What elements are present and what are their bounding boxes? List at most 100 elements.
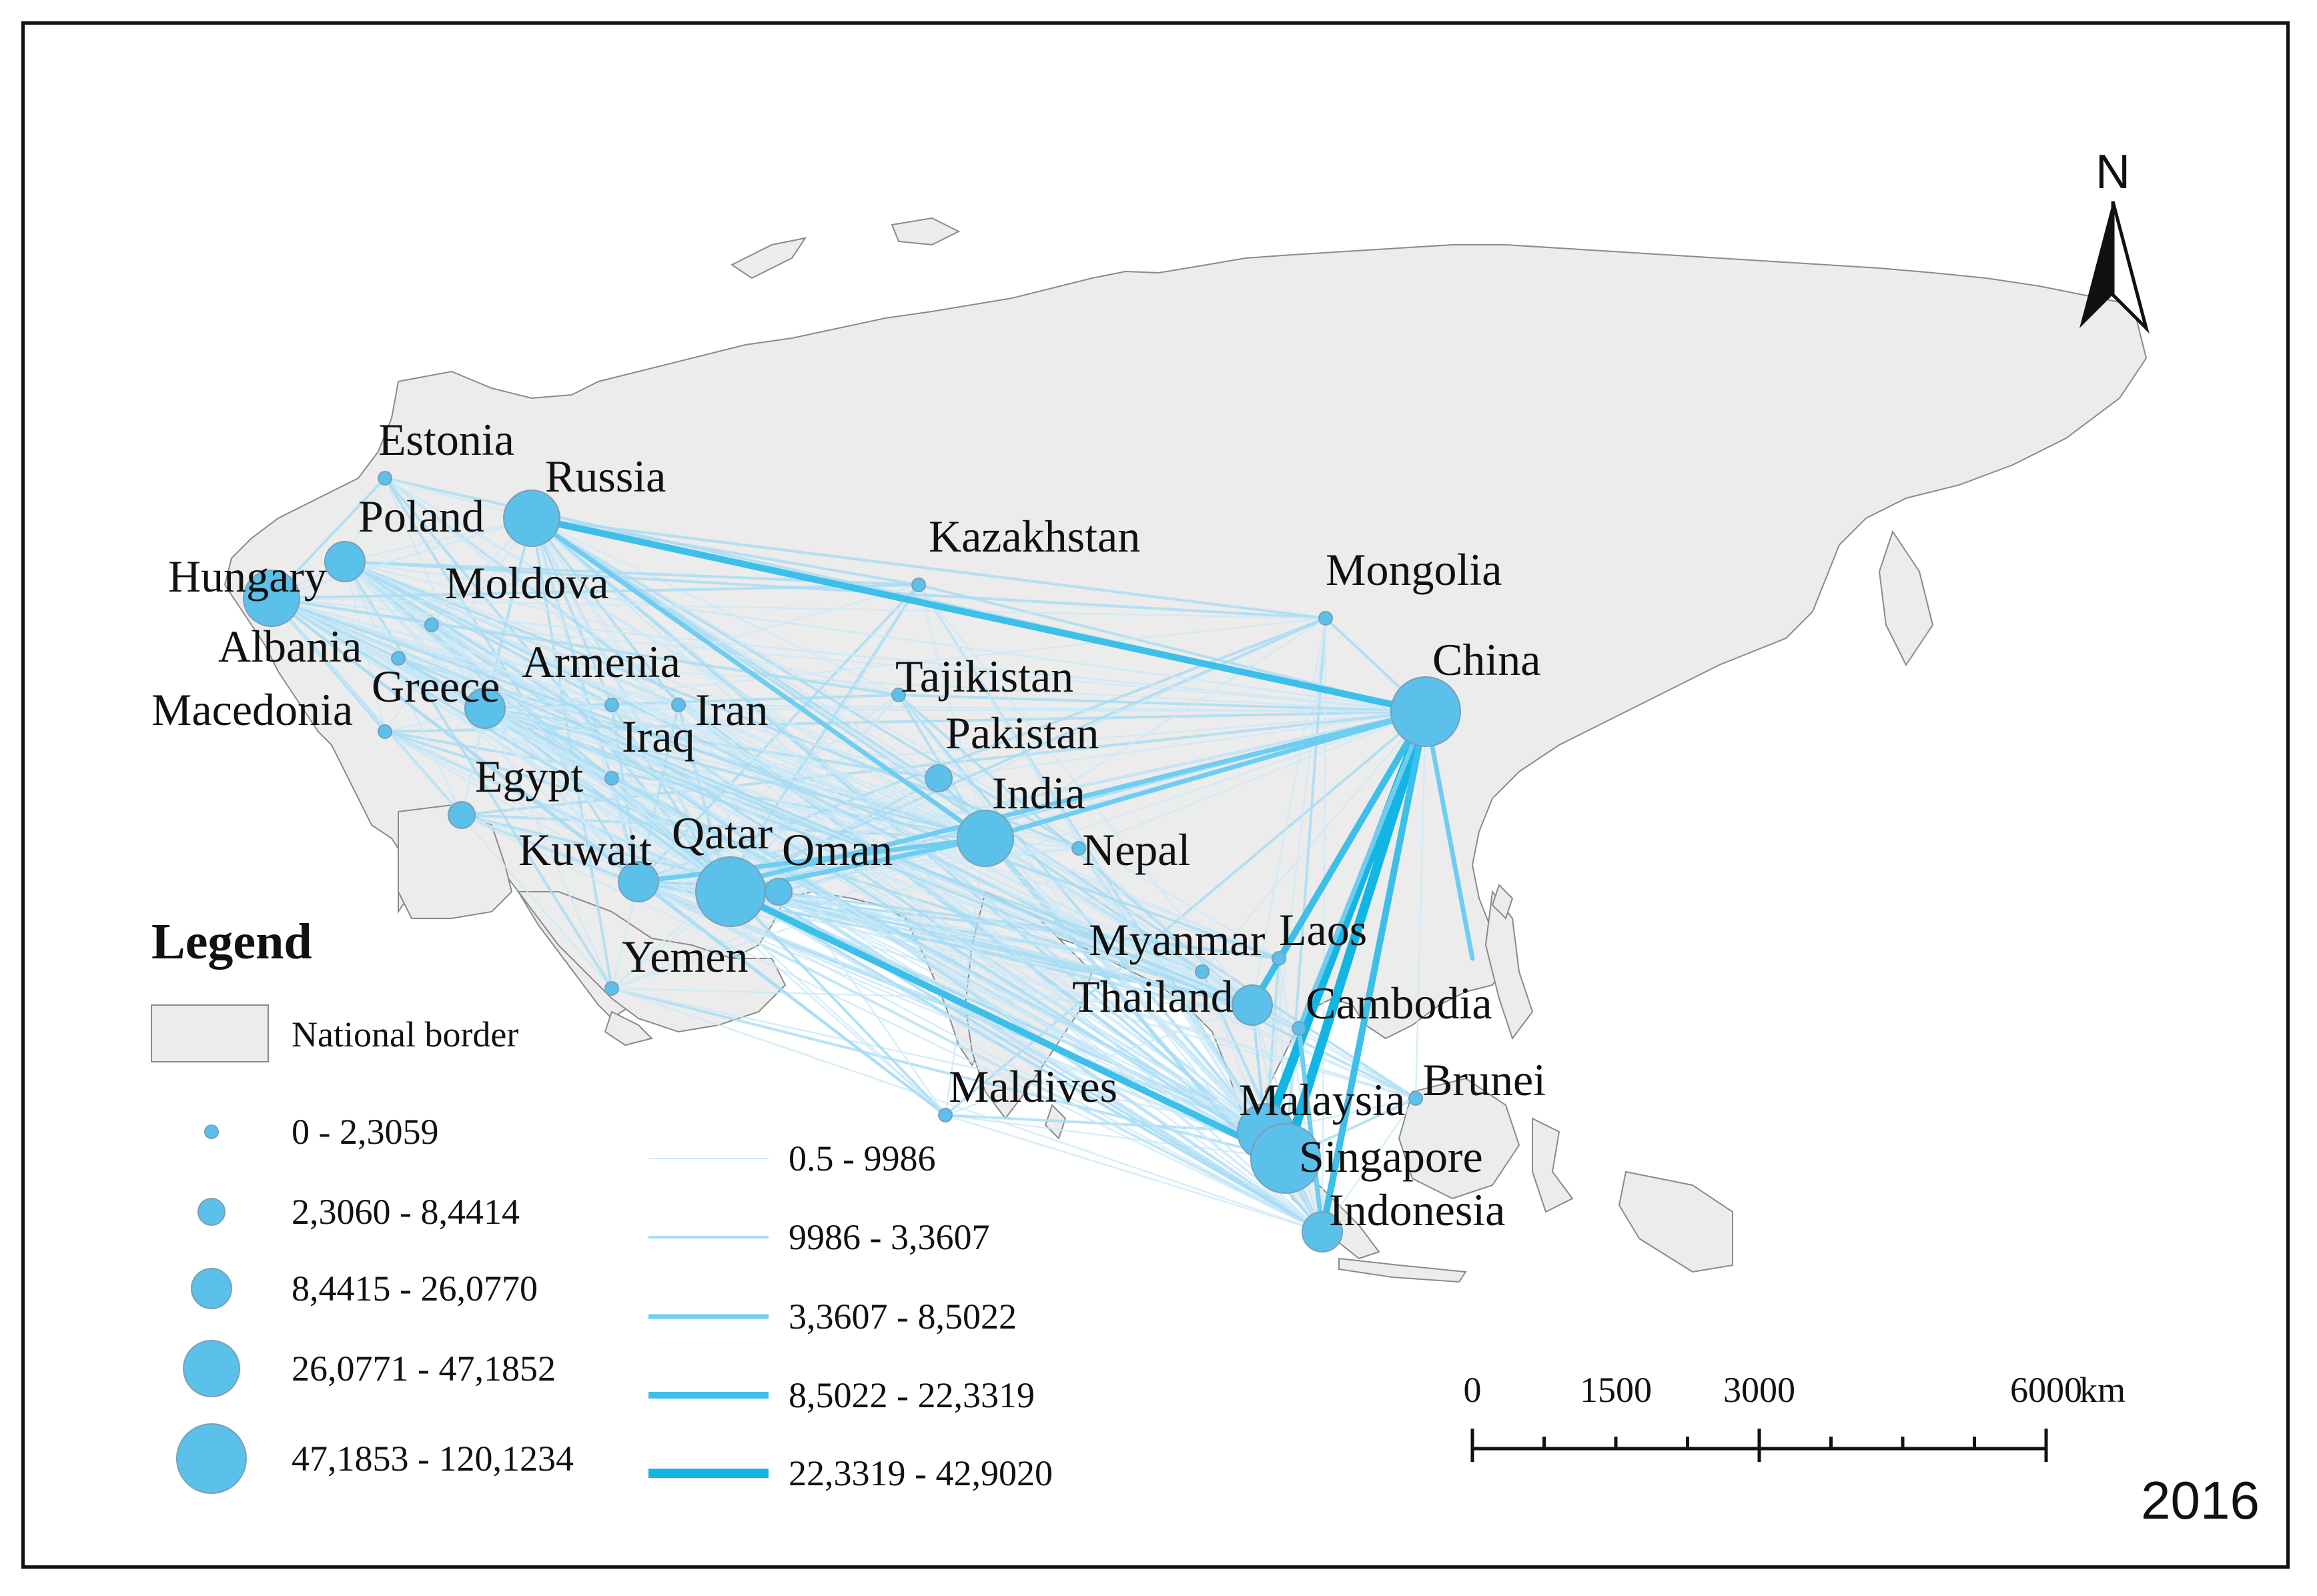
north-arrow: N	[2079, 145, 2150, 334]
link-russia-armenia	[530, 518, 613, 706]
link-china-nepal	[1078, 710, 1426, 850]
legend-link-label-2: 9986 - 3,3607	[789, 1217, 989, 1257]
legend-link-label-4: 8,5022 - 22,3319	[789, 1375, 1035, 1415]
link-indonesia-brunei	[1321, 1098, 1417, 1233]
link-poland-yemen	[344, 560, 613, 990]
label-cambodia: Cambodia	[1306, 978, 1492, 1028]
link-hungary-brunei	[271, 597, 1416, 1100]
horn-of-africa	[604, 1010, 653, 1046]
link-china-brunei	[1414, 711, 1427, 1099]
label-iran: Iran	[695, 684, 768, 735]
link-singapore-egypt	[461, 814, 1286, 1160]
label-mongolia: Mongolia	[1326, 544, 1502, 595]
legend-border-label: National border	[292, 1014, 518, 1054]
legend: Legend National border 0 - 2,3059 2,3060 …	[151, 914, 1053, 1494]
link-qatar-thailand	[725, 884, 1253, 1006]
label-yemen: Yemen	[622, 931, 749, 982]
link-poland-armenia	[344, 560, 612, 706]
node-tajikistan	[891, 688, 906, 702]
node-uae	[695, 856, 766, 927]
scale-bar-label-0: 0	[1464, 1370, 1482, 1410]
legend-link-label-1: 0.5 - 9986	[789, 1138, 935, 1178]
legend-node-label-5: 47,1853 - 120,1234	[292, 1439, 574, 1479]
link-hungary-mongolia	[271, 597, 1326, 620]
label-moldova: Moldova	[445, 558, 609, 608]
link-thailand-mongolia	[1251, 618, 1327, 1006]
scale-bar-label-1500: 1500	[1580, 1370, 1652, 1410]
link-india-kazakhstan	[917, 584, 987, 839]
link-hungary-china	[271, 597, 1426, 713]
link-hungary-cambodia	[271, 597, 1300, 1030]
label-macedonia: Macedonia	[151, 684, 353, 735]
link-malaysia-laos	[1264, 958, 1280, 1132]
node-egypt	[448, 801, 476, 829]
label-qatar: Qatar	[672, 808, 773, 858]
label-layer: Estonia Russia Poland Kazakhstan Hungary Mold…	[151, 414, 1546, 1235]
taiwan	[1491, 884, 1514, 920]
node-pakistan	[925, 764, 953, 792]
arctic-islands	[891, 217, 961, 246]
label-russia: Russia	[545, 451, 666, 502]
link-china-vietnam	[1423, 709, 1475, 961]
link-qatar-maldives	[724, 884, 947, 1116]
link-thailand-india	[985, 837, 1253, 1006]
label-egypt: Egypt	[475, 751, 584, 802]
node-laos	[1272, 951, 1286, 966]
philippines	[1484, 890, 1534, 1040]
node-mongolia	[1318, 611, 1333, 626]
node-hungary	[243, 570, 300, 627]
novaya-zemlya	[731, 237, 807, 279]
node-thailand	[1232, 984, 1273, 1026]
link-china-pakistan	[938, 710, 1426, 780]
label-hungary: Hungary	[168, 551, 327, 602]
link-malaysia-maldives	[945, 1114, 1266, 1133]
arabia-landmass	[517, 891, 787, 1033]
node-china	[1390, 676, 1461, 747]
link-uae-singapore	[727, 888, 1289, 1162]
link-indonesia-egypt	[461, 814, 1323, 1233]
link-kuwait-egypt	[461, 814, 639, 883]
link-hungary-india	[271, 597, 986, 840]
link-kuwait-singapore	[638, 880, 1286, 1160]
link-qatar-cambodia	[725, 884, 1300, 1030]
link-indonesia-maldives	[945, 1114, 1323, 1233]
node-greece	[464, 688, 506, 729]
node-poland	[324, 541, 366, 582]
link-greece-tajikistan	[484, 694, 899, 710]
node-iraq	[604, 771, 619, 786]
node-indonesia	[1302, 1211, 1343, 1253]
link-kuwait-iran	[637, 704, 680, 882]
borneo	[1398, 1077, 1520, 1200]
label-armenia: Armenia	[522, 636, 680, 687]
link-thailand-maldives	[945, 1004, 1253, 1116]
link-hungary-yemen	[271, 598, 612, 989]
link-hungary-tajikistan	[271, 597, 899, 696]
sulawesi	[1532, 1117, 1574, 1213]
node-moldova	[424, 618, 439, 632]
year-label: 2016	[2141, 1471, 2260, 1530]
link-greece-singapore	[484, 707, 1286, 1160]
label-kazakhstan: Kazakhstan	[929, 511, 1140, 562]
link-china-albania	[398, 657, 1426, 713]
label-pakistan: Pakistan	[945, 708, 1099, 758]
link-china-indonesia	[1319, 708, 1429, 1235]
legend-title: Legend	[151, 914, 312, 970]
link-poland-nepal	[344, 560, 1079, 850]
node-kazakhstan	[911, 578, 926, 592]
legend-node-label-1: 0 - 2,3059	[292, 1112, 438, 1152]
label-maldives: Maldives	[949, 1061, 1117, 1112]
legend-link-label-3: 3,3607 - 8,5022	[789, 1297, 1017, 1337]
link-qatar-egypt	[461, 814, 726, 886]
link-poland-pakistan	[344, 560, 939, 780]
link-greece-cambodia	[484, 707, 1300, 1030]
node-yemen	[604, 981, 619, 996]
north-arrow-label: N	[2096, 145, 2130, 199]
link-qatar-myanmar	[725, 884, 1203, 973]
link-indonesia-kuwait	[638, 880, 1323, 1233]
link-russia-macedonia	[384, 518, 533, 732]
link-malaysia-oman	[778, 890, 1266, 1133]
link-greece-brunei	[484, 707, 1416, 1100]
node-kuwait	[618, 861, 659, 902]
node-russia	[503, 490, 560, 547]
